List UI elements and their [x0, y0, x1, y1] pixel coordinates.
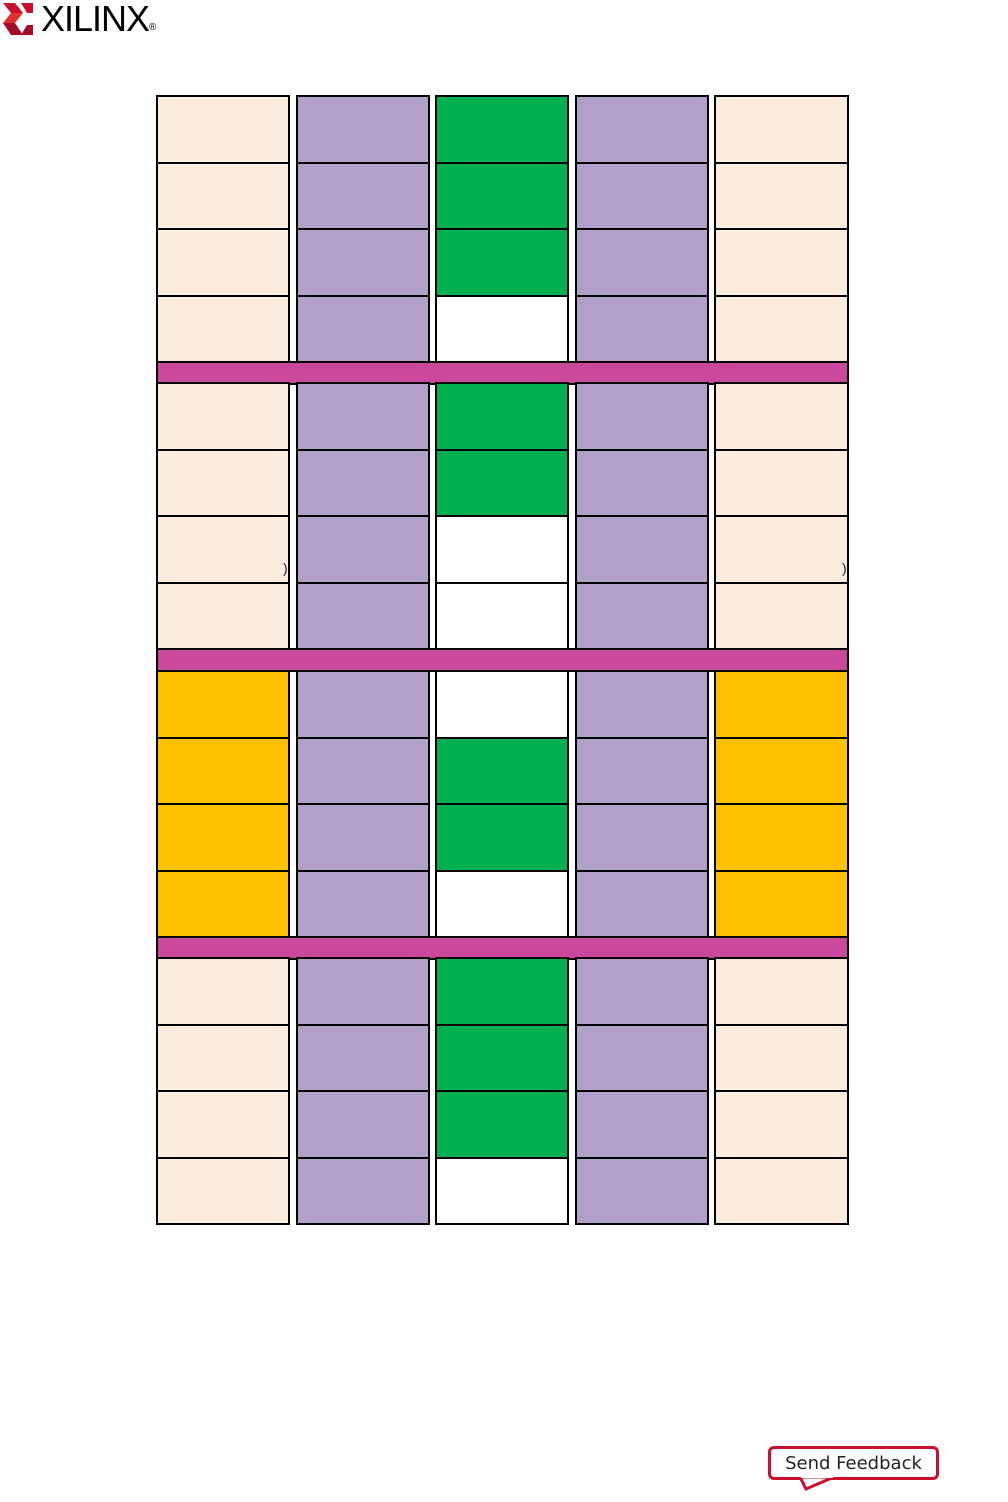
block-cell-yellow: [714, 670, 849, 739]
block-cell-purple: [296, 515, 430, 584]
block-cell-peach: [156, 957, 290, 1026]
block-cell-purple: [575, 736, 709, 805]
block-cell-peach: [714, 1023, 849, 1092]
registered-mark: ®: [149, 21, 157, 33]
block-cell-peach: [156, 95, 290, 164]
block-cell-peach: [714, 294, 849, 363]
block-cell-peach: [714, 515, 849, 584]
block-cell-peach: [714, 161, 849, 230]
block-cell-green: [435, 1090, 569, 1159]
block-cell-purple: [575, 1023, 709, 1092]
block-cell-purple: [575, 803, 709, 872]
block-cell-purple: [575, 581, 709, 650]
separator-band: [156, 648, 849, 672]
block-cell-green: [435, 448, 569, 517]
block-cell-white: [435, 515, 569, 584]
block-cell-green: [435, 161, 569, 230]
block-cell-peach: [156, 228, 290, 297]
block-cell-peach: [156, 448, 290, 517]
block-cell-purple: [296, 382, 430, 451]
block-cell-purple: [575, 448, 709, 517]
block-cell-peach: [156, 161, 290, 230]
block-cell-purple: [296, 736, 430, 805]
logo-text: XILINX: [41, 0, 150, 39]
block-cell-peach: [714, 1090, 849, 1159]
block-cell-peach: [156, 1023, 290, 1092]
block-cell-yellow: [714, 869, 849, 938]
block-cell-peach: [156, 294, 290, 363]
block-cell-peach: [156, 581, 290, 650]
block-cell-purple: [296, 228, 430, 297]
block-cell-purple: [296, 294, 430, 363]
block-cell-purple: [296, 1090, 430, 1159]
block-cell-purple: [575, 869, 709, 938]
block-cell-purple: [575, 95, 709, 164]
block-cell-peach: [714, 228, 849, 297]
block-cell-white: [435, 1156, 569, 1225]
block-cell-peach: [156, 1156, 290, 1225]
block-cell-purple: [296, 448, 430, 517]
block-cell-peach: [714, 95, 849, 164]
block-cell-white: [435, 294, 569, 363]
block-cell-purple: [575, 161, 709, 230]
xilinx-logo: XILINX ®: [3, 0, 157, 39]
block-cell-peach: [714, 448, 849, 517]
block-cell-purple: [296, 161, 430, 230]
block-cell-purple: [296, 95, 430, 164]
block-cell-white: [435, 869, 569, 938]
block-cell-peach: [714, 382, 849, 451]
block-cell-peach: [156, 382, 290, 451]
paren-mark: ): [842, 560, 847, 576]
block-cell-purple: [296, 957, 430, 1026]
send-feedback-button[interactable]: Send Feedback: [768, 1446, 939, 1480]
block-cell-yellow: [156, 736, 290, 805]
block-cell-purple: [296, 1023, 430, 1092]
block-cell-purple: [575, 294, 709, 363]
block-cell-peach: [156, 515, 290, 584]
block-cell-purple: [575, 1156, 709, 1225]
block-cell-green: [435, 957, 569, 1026]
block-cell-purple: [296, 869, 430, 938]
block-cell-purple: [575, 957, 709, 1026]
block-cell-purple: [296, 803, 430, 872]
paren-mark: ): [283, 560, 288, 576]
block-cell-peach: [714, 1156, 849, 1225]
block-cell-purple: [575, 670, 709, 739]
block-cell-purple: [296, 581, 430, 650]
block-cell-purple: [575, 228, 709, 297]
block-cell-yellow: [156, 670, 290, 739]
xilinx-logo-icon: [3, 3, 33, 35]
send-feedback-label: Send Feedback: [785, 1452, 922, 1474]
block-cell-yellow: [156, 803, 290, 872]
block-cell-purple: [575, 382, 709, 451]
speech-tail-icon: [798, 1477, 835, 1491]
block-cell-white: [435, 581, 569, 650]
block-cell-purple: [575, 1090, 709, 1159]
block-cell-green: [435, 736, 569, 805]
block-cell-white: [435, 670, 569, 739]
block-cell-green: [435, 228, 569, 297]
block-cell-yellow: [714, 803, 849, 872]
block-cell-green: [435, 382, 569, 451]
block-cell-yellow: [714, 736, 849, 805]
block-cell-purple: [575, 515, 709, 584]
block-cell-green: [435, 803, 569, 872]
block-cell-green: [435, 95, 569, 164]
block-cell-green: [435, 1023, 569, 1092]
block-cell-peach: [714, 581, 849, 650]
block-cell-peach: [156, 1090, 290, 1159]
block-cell-purple: [296, 670, 430, 739]
block-cell-purple: [296, 1156, 430, 1225]
block-cell-yellow: [156, 869, 290, 938]
block-cell-peach: [714, 957, 849, 1026]
